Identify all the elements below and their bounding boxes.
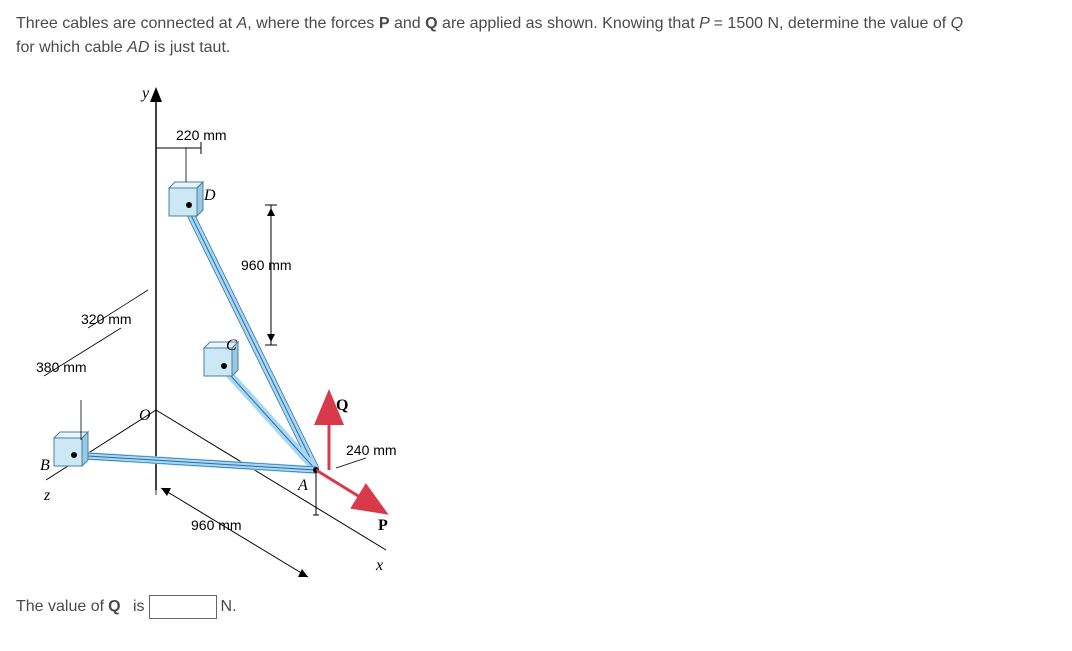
pt-B: B <box>40 457 50 474</box>
answer-input[interactable] <box>149 595 217 619</box>
axis-z-label: z <box>43 487 51 504</box>
problem-statement: Three cables are connected at A, where t… <box>16 12 1056 60</box>
dim-320: 320 mm <box>81 290 148 328</box>
dim-380: 380 mm <box>36 328 121 440</box>
cable-AD <box>183 203 319 472</box>
force-Q-label: Q <box>336 397 348 414</box>
anchor-D <box>169 182 203 216</box>
pt-C: C <box>226 337 237 354</box>
svg-text:320 mm: 320 mm <box>81 311 132 327</box>
answer-row: The value of Q is N. <box>16 595 1056 619</box>
dim-240: 240 mm <box>336 442 397 468</box>
dim-960-bot: 960 mm <box>156 480 308 577</box>
svg-text:380 mm: 380 mm <box>36 359 87 375</box>
force-P-label: P <box>378 517 388 534</box>
dim-220: 220 mm <box>156 127 227 182</box>
origin-label: O <box>139 407 151 424</box>
pt-D: D <box>203 187 216 204</box>
svg-text:240 mm: 240 mm <box>346 442 397 458</box>
svg-text:960 mm: 960 mm <box>241 257 292 273</box>
svg-text:960 mm: 960 mm <box>191 517 242 533</box>
cable-AB <box>71 452 316 473</box>
pt-A: A <box>297 477 308 494</box>
force-P-arrow <box>316 470 381 510</box>
axis-x-label: x <box>375 557 383 574</box>
axis-y-label: y <box>140 85 150 102</box>
svg-text:220 mm: 220 mm <box>176 127 227 143</box>
diagram: y x z O D C B <box>26 70 1056 585</box>
anchor-B <box>54 432 88 466</box>
